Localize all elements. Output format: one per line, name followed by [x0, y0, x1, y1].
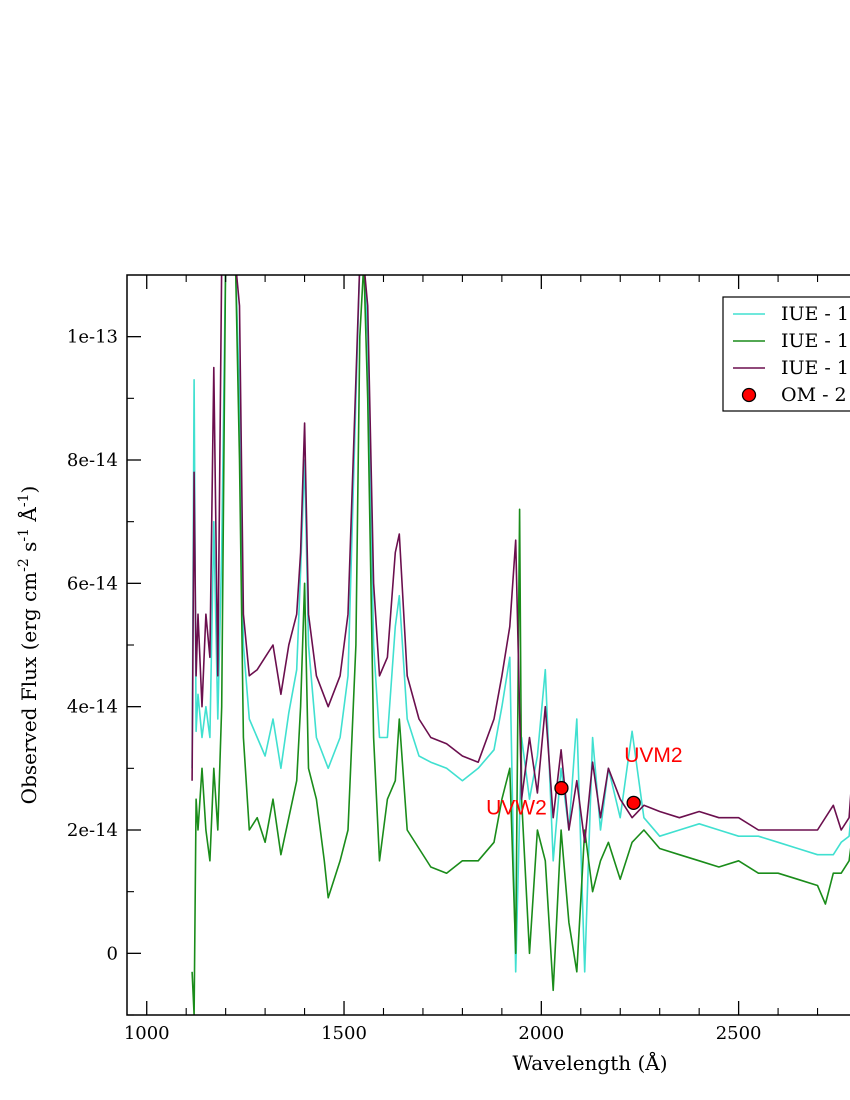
legend: IUE - 1 IUE - 1 IUE - 1 OM - 2: [722, 296, 850, 412]
x-axis-title: Wavelength (Å): [512, 1050, 667, 1075]
om-point-2: [626, 795, 641, 811]
y-tick-label: 0: [107, 943, 118, 964]
y-axis-title: Observed Flux (erg cm-2 s-1 Å-1): [16, 486, 41, 805]
y-tick-label: 4e-14: [67, 697, 118, 718]
tick-layer: 1000 1500 2000 2500 0 2e-14 4e-14 6e-14 8e-14 1e-…: [67, 275, 819, 1044]
legend-label: IUE - 1: [781, 303, 849, 325]
y-tick-label: 6e-14: [67, 573, 118, 594]
series-line-2: [191, 275, 850, 1015]
x-tick-label: 2500: [716, 1023, 762, 1044]
x-tick-label: 1500: [321, 1023, 367, 1044]
series-line-3: [191, 275, 850, 844]
legend-label: IUE - 1: [781, 330, 849, 352]
y-tick-label: 8e-14: [67, 450, 118, 471]
points-layer: [554, 780, 641, 811]
legend-label: OM - 2: [781, 384, 847, 406]
y-tick-label: 1e-13: [67, 327, 118, 348]
legend-label: IUE - 1: [781, 357, 849, 379]
om-point-1: [554, 780, 569, 796]
legend-swatch-marker: [741, 387, 757, 403]
x-tick-label: 2000: [518, 1023, 564, 1044]
series-layer: [191, 275, 850, 1015]
annotation-label-uvm2: UVM2: [624, 744, 682, 767]
x-tick-label: 1000: [124, 1023, 170, 1044]
annotation-layer: UVW2 UVM2: [486, 744, 682, 819]
series-line-1: [191, 275, 850, 973]
y-tick-label: 2e-14: [67, 820, 118, 841]
annotation-label-uvw2: UVW2: [486, 797, 547, 820]
